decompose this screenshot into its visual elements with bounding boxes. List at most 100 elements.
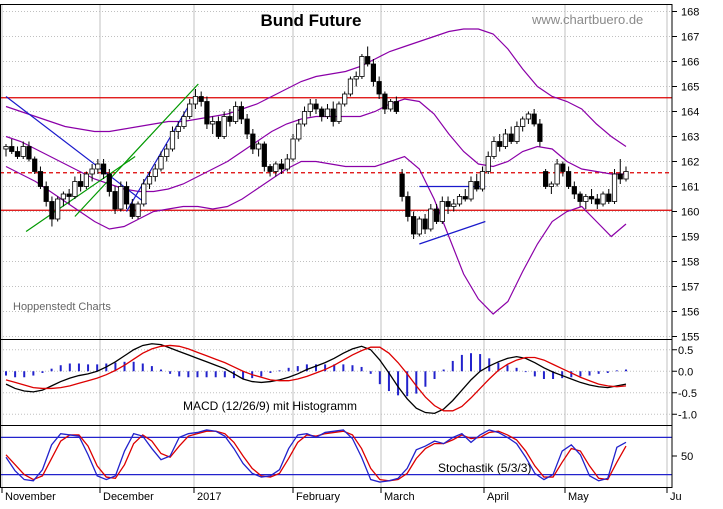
trend-line: [74, 83, 199, 217]
candle-body: [491, 141, 497, 157]
candle-body: [261, 143, 267, 167]
x-tick-label: May: [568, 491, 589, 503]
price-tick-label: 161: [681, 182, 699, 194]
price-tick-label: 157: [681, 282, 699, 294]
candle-body: [198, 96, 204, 102]
macd-signal-line: [5, 344, 627, 412]
candle-body: [571, 186, 577, 195]
candle-body: [227, 116, 233, 122]
candle-body: [376, 81, 382, 95]
candle-body: [399, 173, 405, 197]
price-tick-label: 155: [681, 332, 699, 344]
candle-body: [238, 106, 244, 120]
candle-body: [123, 186, 130, 205]
panel-border: [0, 425, 673, 488]
stochastic-label: Stochastik (5/3/3): [438, 461, 531, 475]
candle-body: [112, 191, 118, 210]
candle-body: [548, 183, 554, 187]
candle-body: [468, 181, 474, 200]
stochastic-k-line: [5, 429, 627, 483]
candle-body: [192, 96, 199, 105]
candle-body: [520, 118, 526, 127]
candle-body: [479, 171, 486, 190]
candle-body: [600, 193, 606, 205]
candle-body: [617, 173, 623, 180]
candle-body: [89, 168, 95, 175]
candle-body: [543, 171, 549, 187]
candle-body: [244, 118, 250, 135]
x-tick-label: Ju: [670, 491, 682, 503]
candle-body: [388, 101, 394, 110]
candle-body: [72, 181, 78, 197]
candle-body: [485, 156, 491, 172]
candle-body: [336, 103, 342, 122]
x-tick-label: November: [5, 491, 56, 503]
candle-body: [26, 146, 32, 160]
candle-body: [181, 116, 187, 127]
candle-body: [330, 108, 336, 122]
candle-body: [611, 173, 618, 202]
candle-body: [307, 103, 313, 112]
candle-body: [175, 126, 181, 132]
candle-body: [565, 171, 572, 187]
panel-frames: [0, 4, 673, 488]
source-label: Hoppenstedt Charts: [13, 301, 111, 313]
candle-body: [353, 76, 359, 80]
candle-body: [14, 151, 21, 157]
candle-body: [462, 196, 468, 200]
candle-body: [267, 166, 273, 172]
macd-tick-label: 0.0: [678, 366, 693, 378]
candle-body: [169, 131, 176, 150]
stochastic-tick-label: 50: [681, 451, 693, 463]
price-tick-label: 164: [681, 107, 699, 119]
macd-panel: [5, 343, 627, 415]
candle-body: [554, 163, 560, 185]
candle-body: [255, 143, 262, 150]
candle-body: [439, 201, 445, 222]
candle-body: [129, 203, 135, 217]
price-tick-label: 162: [681, 157, 699, 169]
candle-body: [347, 78, 354, 95]
candle-body: [49, 201, 55, 220]
candle-body: [531, 113, 537, 125]
candle-body: [152, 168, 158, 177]
candle-body: [514, 126, 520, 142]
candle-body: [583, 196, 589, 202]
watermark: www.chartbuero.de: [531, 12, 643, 27]
bollinger-upper-band: [5, 28, 627, 147]
candle-body: [319, 108, 325, 117]
candle-body: [474, 181, 480, 190]
candle-body: [215, 121, 222, 137]
candle-body: [83, 173, 89, 187]
candle-body: [606, 193, 612, 202]
candle-body: [32, 158, 38, 172]
candle-body: [290, 138, 296, 160]
candle-body: [158, 156, 164, 170]
candle-body: [324, 108, 331, 117]
candle-body: [359, 56, 365, 77]
candle-body: [221, 116, 227, 137]
candle-body: [250, 133, 256, 150]
x-tick-label: December: [103, 491, 154, 503]
candle-body: [497, 141, 503, 147]
bollinger-lower-band: [5, 155, 627, 315]
candle-body: [623, 171, 629, 180]
candle-body: [43, 186, 49, 202]
price-tick-label: 159: [681, 232, 699, 244]
candle-body: [284, 158, 290, 170]
candle-body: [594, 198, 600, 205]
price-panel: [0, 28, 672, 315]
trend-line: [126, 103, 191, 212]
candle-body: [588, 196, 595, 200]
candle-body: [451, 203, 457, 207]
candle-body: [78, 181, 84, 187]
price-tick-label: 165: [681, 82, 699, 94]
candle-body: [66, 193, 72, 197]
candle-body: [577, 193, 583, 202]
candle-body: [365, 56, 371, 65]
candle-body: [433, 208, 440, 222]
macd-tick-label: -0.5: [678, 388, 697, 400]
candle-body: [393, 101, 399, 112]
candle-body: [204, 101, 210, 125]
